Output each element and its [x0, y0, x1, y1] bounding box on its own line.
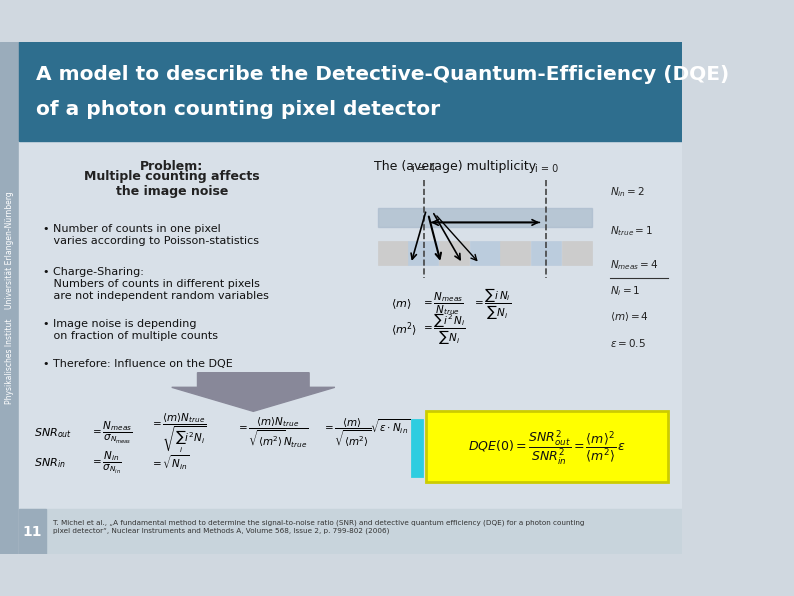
Bar: [470, 241, 499, 265]
Bar: [408, 241, 438, 265]
Bar: [19, 42, 682, 141]
Bar: [0, 42, 19, 554]
Text: T. Michel et al., „A fundamental method to determine the signal-to-noise ratio (: T. Michel et al., „A fundamental method …: [53, 520, 584, 533]
Text: $N_i = 1$: $N_i = 1$: [610, 284, 640, 298]
Bar: [562, 241, 592, 265]
Text: Physikalisches Institut    Universität Erlangen-Nürnberg: Physikalisches Institut Universität Erla…: [5, 192, 14, 404]
Text: i = 0: i = 0: [535, 164, 558, 174]
Text: $SNR_{out}$: $SNR_{out}$: [34, 426, 72, 440]
Text: The (average) multiplicity: The (average) multiplicity: [374, 160, 536, 173]
Bar: [19, 509, 46, 554]
Text: • Therefore: Influence on the DQE: • Therefore: Influence on the DQE: [43, 359, 233, 369]
Text: • Number of counts in one pixel: • Number of counts in one pixel: [43, 224, 221, 234]
Text: $= \dfrac{\sum i \, N_i}{\sum N_i}$: $= \dfrac{\sum i \, N_i}{\sum N_i}$: [472, 287, 511, 322]
Text: $\langle m^2 \rangle$: $\langle m^2 \rangle$: [391, 321, 417, 339]
Text: $= \dfrac{N_{meas}}{\sigma_{N_{meas}}}$: $= \dfrac{N_{meas}}{\sigma_{N_{meas}}}$: [91, 420, 133, 446]
Text: 11: 11: [23, 524, 42, 539]
FancyBboxPatch shape: [426, 411, 668, 482]
Text: $\varepsilon = 0.5$: $\varepsilon = 0.5$: [610, 337, 646, 349]
Text: of a photon counting pixel detector: of a photon counting pixel detector: [36, 100, 440, 119]
Text: $= \dfrac{\langle m \rangle N_{true}}{\sqrt{\langle m^2 \rangle} N_{true}}$: $= \dfrac{\langle m \rangle N_{true}}{\s…: [236, 415, 308, 450]
Text: $N_{in} = 2$: $N_{in} = 2$: [610, 185, 645, 199]
Text: are not independent random variables: are not independent random variables: [43, 291, 269, 302]
Text: $= \dfrac{\langle m \rangle}{\sqrt{\langle m^2 \rangle}} \sqrt{\varepsilon \cdot: $= \dfrac{\langle m \rangle}{\sqrt{\lang…: [322, 417, 410, 449]
Text: $\langle m \rangle$: $\langle m \rangle$: [391, 297, 411, 311]
Text: $= \dfrac{\sum i^2 \, N_i}{\sum N_i}$: $= \dfrac{\sum i^2 \, N_i}{\sum N_i}$: [421, 312, 466, 347]
Text: $SNR_{in}$: $SNR_{in}$: [34, 456, 66, 470]
Bar: [500, 241, 530, 265]
Text: • Image noise is depending: • Image noise is depending: [43, 319, 196, 329]
Bar: [378, 241, 407, 265]
Text: varies according to Poisson-statistics: varies according to Poisson-statistics: [43, 237, 259, 246]
Text: $N_{meas} = 4$: $N_{meas} = 4$: [610, 259, 658, 272]
Text: Multiple counting affects
the image noise: Multiple counting affects the image nois…: [84, 170, 260, 198]
Bar: [378, 208, 592, 226]
Bar: [531, 241, 561, 265]
Text: • Charge-Sharing:: • Charge-Sharing:: [43, 267, 144, 277]
Text: $\langle m \rangle = 4$: $\langle m \rangle = 4$: [610, 311, 649, 324]
Bar: [19, 509, 682, 554]
FancyBboxPatch shape: [412, 420, 422, 476]
Bar: [439, 241, 469, 265]
Bar: [19, 141, 682, 509]
Text: A model to describe the Detective-Quantum-Efficiency (DQE): A model to describe the Detective-Quantu…: [36, 65, 730, 84]
Text: $DQE(0) = \dfrac{SNR_{out}^{2}}{SNR_{in}^{2}} = \dfrac{\langle m \rangle^2}{\lan: $DQE(0) = \dfrac{SNR_{out}^{2}}{SNR_{in}…: [468, 428, 626, 467]
Polygon shape: [172, 372, 335, 411]
Text: i = 4: i = 4: [412, 164, 435, 174]
Text: $= \dfrac{N_{in}}{\sigma_{N_{in}}}$: $= \dfrac{N_{in}}{\sigma_{N_{in}}}$: [91, 450, 122, 476]
Text: Problem:: Problem:: [140, 160, 203, 173]
Text: $= \sqrt{N_{in}}$: $= \sqrt{N_{in}}$: [150, 454, 190, 472]
Text: $N_{true} = 1$: $N_{true} = 1$: [610, 224, 653, 238]
Text: $= \dfrac{\langle m \rangle N_{true}}{\sqrt{\sum_i i^2 N_i}}$: $= \dfrac{\langle m \rangle N_{true}}{\s…: [150, 411, 207, 454]
Text: on fraction of multiple counts: on fraction of multiple counts: [43, 331, 218, 341]
Text: $= \dfrac{N_{meas}}{N_{true}}$: $= \dfrac{N_{meas}}{N_{true}}$: [421, 291, 464, 318]
Text: Numbers of counts in different pixels: Numbers of counts in different pixels: [43, 280, 260, 289]
